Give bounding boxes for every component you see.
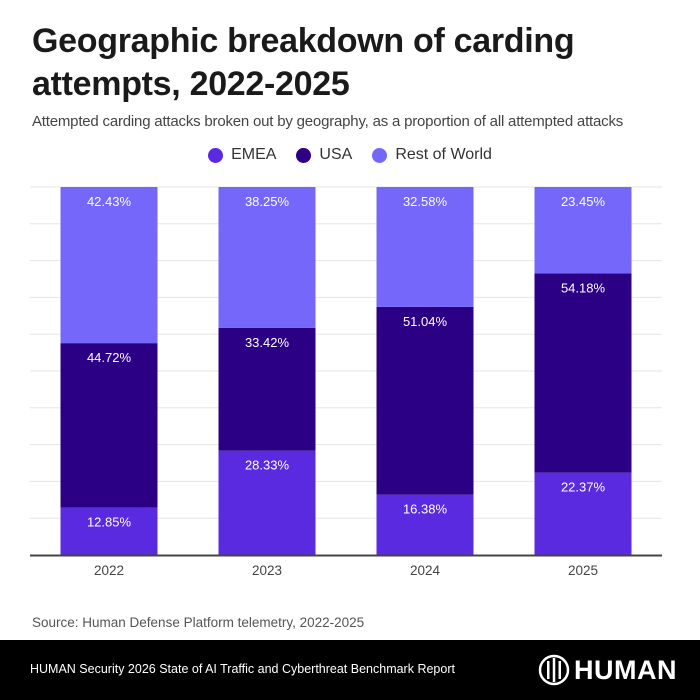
- chart-title: Geographic breakdown of carding attempts…: [32, 22, 575, 103]
- data-labels: 12.85% 44.72% 42.43% 28.33% 33.42% 38.25% 16.3…: [87, 194, 606, 530]
- data-label: 42.43%: [87, 194, 132, 209]
- data-label: 54.18%: [561, 280, 606, 295]
- data-label: 44.72%: [87, 350, 132, 365]
- data-label: 28.33%: [245, 458, 290, 473]
- data-label: 51.04%: [403, 314, 448, 329]
- legend-swatch-rest-of-world: [372, 147, 388, 163]
- x-tick-label: 2022: [94, 563, 124, 578]
- x-tick-label: 2024: [410, 563, 441, 578]
- source-note: Source: Human Defense Platform telemetry…: [32, 615, 365, 630]
- legend-item-rest-of-world: Rest of World: [372, 146, 492, 164]
- bar-segment-usa-2023: [218, 327, 316, 451]
- bar-segment-usa-2022: [60, 343, 158, 508]
- footer: HUMAN Security 2026 State of AI Traffic …: [0, 640, 700, 700]
- bar-segment-rest-of-world-2023: [218, 187, 316, 328]
- bar-segment-emea-2025: [534, 472, 632, 555]
- stacked-bar-chart: 12.85% 44.72% 42.43% 28.33% 33.42% 38.25% 16.3…: [30, 186, 662, 578]
- legend-label-usa: USA: [319, 146, 353, 163]
- bar-segment-rest-of-world-2025: [534, 187, 632, 274]
- footer-report-title: HUMAN Security 2026 State of AI Traffic …: [30, 662, 455, 676]
- bar-segment-emea-2023: [218, 450, 316, 555]
- human-logo: HUMAN: [538, 654, 677, 686]
- legend-label-rest-of-world: Rest of World: [395, 146, 492, 163]
- data-label: 16.38%: [403, 502, 448, 517]
- legend: EMEA USA Rest of World: [0, 146, 700, 164]
- data-label: 32.58%: [403, 194, 448, 209]
- chart-subtitle: Attempted carding attacks broken out by …: [32, 113, 624, 130]
- bar-segment-emea-2022: [60, 507, 158, 555]
- x-tick-labels: 2022 2023 2024 2025: [94, 563, 598, 578]
- x-tick-label: 2025: [568, 563, 598, 578]
- bar-segment-rest-of-world-2022: [60, 187, 158, 344]
- data-label: 33.42%: [245, 335, 290, 350]
- data-label: 38.25%: [245, 194, 290, 209]
- legend-item-usa: USA: [296, 146, 352, 164]
- bar-segment-usa-2024: [376, 306, 474, 495]
- legend-label-emea: EMEA: [231, 146, 277, 163]
- data-label: 22.37%: [561, 480, 606, 495]
- bar-segment-rest-of-world-2024: [376, 187, 474, 307]
- bar-segment-usa-2025: [534, 273, 632, 473]
- human-logo-text: HUMAN: [574, 654, 677, 685]
- bar-segment-emea-2024: [376, 494, 474, 555]
- bars: [60, 187, 632, 555]
- legend-swatch-usa: [296, 147, 312, 163]
- data-label: 23.45%: [561, 194, 606, 209]
- x-tick-label: 2023: [252, 563, 282, 578]
- data-label: 12.85%: [87, 515, 132, 530]
- legend-swatch-emea: [208, 147, 224, 163]
- legend-item-emea: EMEA: [208, 146, 276, 164]
- human-logo-icon: [538, 654, 570, 686]
